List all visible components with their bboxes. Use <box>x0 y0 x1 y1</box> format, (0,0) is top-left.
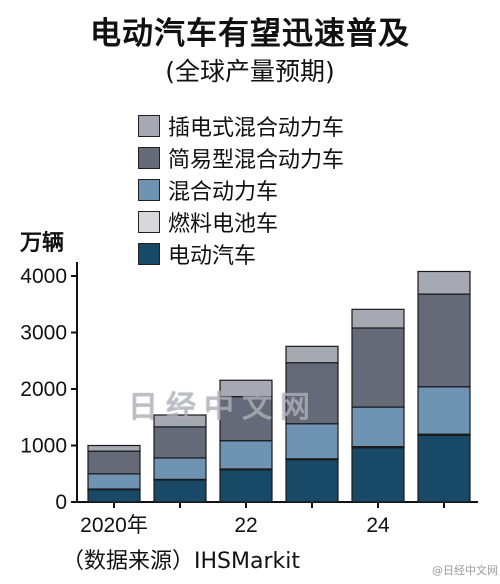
y-tick-label: 2000 <box>20 378 67 401</box>
data-source: （数据来源）IHSMarkit <box>62 549 300 574</box>
bar-segment <box>417 386 471 435</box>
legend-label: 简易型混合动力车 <box>168 148 345 173</box>
legend-item: 燃料电池车 <box>138 206 344 238</box>
bar-segment <box>153 457 207 480</box>
legend-label: 电动汽车 <box>168 244 257 269</box>
legend-label: 混合动力车 <box>168 180 279 205</box>
bar-segment <box>153 479 207 503</box>
legend-swatch <box>138 243 160 265</box>
legend-swatch <box>138 179 160 201</box>
bar-segment <box>87 444 141 452</box>
bar-segment <box>219 469 273 503</box>
x-tick-label: 24 <box>366 514 390 537</box>
legend: 插电式混合动力车 简易型混合动力车 混合动力车燃料电池车电动汽车 <box>138 110 344 270</box>
legend-item: 电动汽车 <box>138 238 344 270</box>
bar-segment <box>351 447 405 503</box>
legend-label: 燃料电池车 <box>168 212 279 237</box>
legend-swatch <box>138 211 160 233</box>
bar-segment <box>219 379 273 398</box>
bar-segment <box>417 293 471 388</box>
chart-title: 电动汽车有望迅速普及 <box>90 16 410 52</box>
bar-segment <box>219 396 273 442</box>
bar-segment <box>351 406 405 448</box>
bar-segment <box>219 440 273 470</box>
legend-swatch <box>138 115 160 137</box>
y-tick-label: 3000 <box>20 322 67 345</box>
bar-segment <box>285 362 339 425</box>
legend-item: 简易型混合动力车 <box>138 142 344 174</box>
legend-item: 混合动力车 <box>138 174 344 206</box>
bar-segment <box>285 459 339 503</box>
bar-segment <box>351 327 405 408</box>
bar-segment <box>351 308 405 329</box>
legend-item: 插电式混合动力车 <box>138 110 344 142</box>
x-tick-label: 2020年 <box>80 514 148 537</box>
watermark-text: 日经中文网 <box>128 390 318 425</box>
bar-segment <box>285 423 339 460</box>
chart-subtitle: (全球产量预期) <box>165 57 335 86</box>
y-axis-unit-label: 万辆 <box>20 231 65 256</box>
bar-segment <box>153 426 207 459</box>
y-tick-label: 1000 <box>20 435 67 458</box>
weibo-tag: @日经中文网 <box>432 564 498 577</box>
bar-segment <box>153 414 207 428</box>
legend-swatch <box>138 147 160 169</box>
y-tick-label: 0 <box>55 491 67 514</box>
bar-segment <box>285 345 339 364</box>
bar-segment <box>417 434 471 503</box>
bar-segment <box>87 473 141 490</box>
bar-segment <box>87 450 141 475</box>
x-tick-label: 22 <box>234 514 257 537</box>
legend-label: 插电式混合动力车 <box>168 116 345 141</box>
bar-segment <box>417 270 471 295</box>
bar-segment <box>87 488 141 503</box>
y-tick-label: 4000 <box>20 265 67 288</box>
